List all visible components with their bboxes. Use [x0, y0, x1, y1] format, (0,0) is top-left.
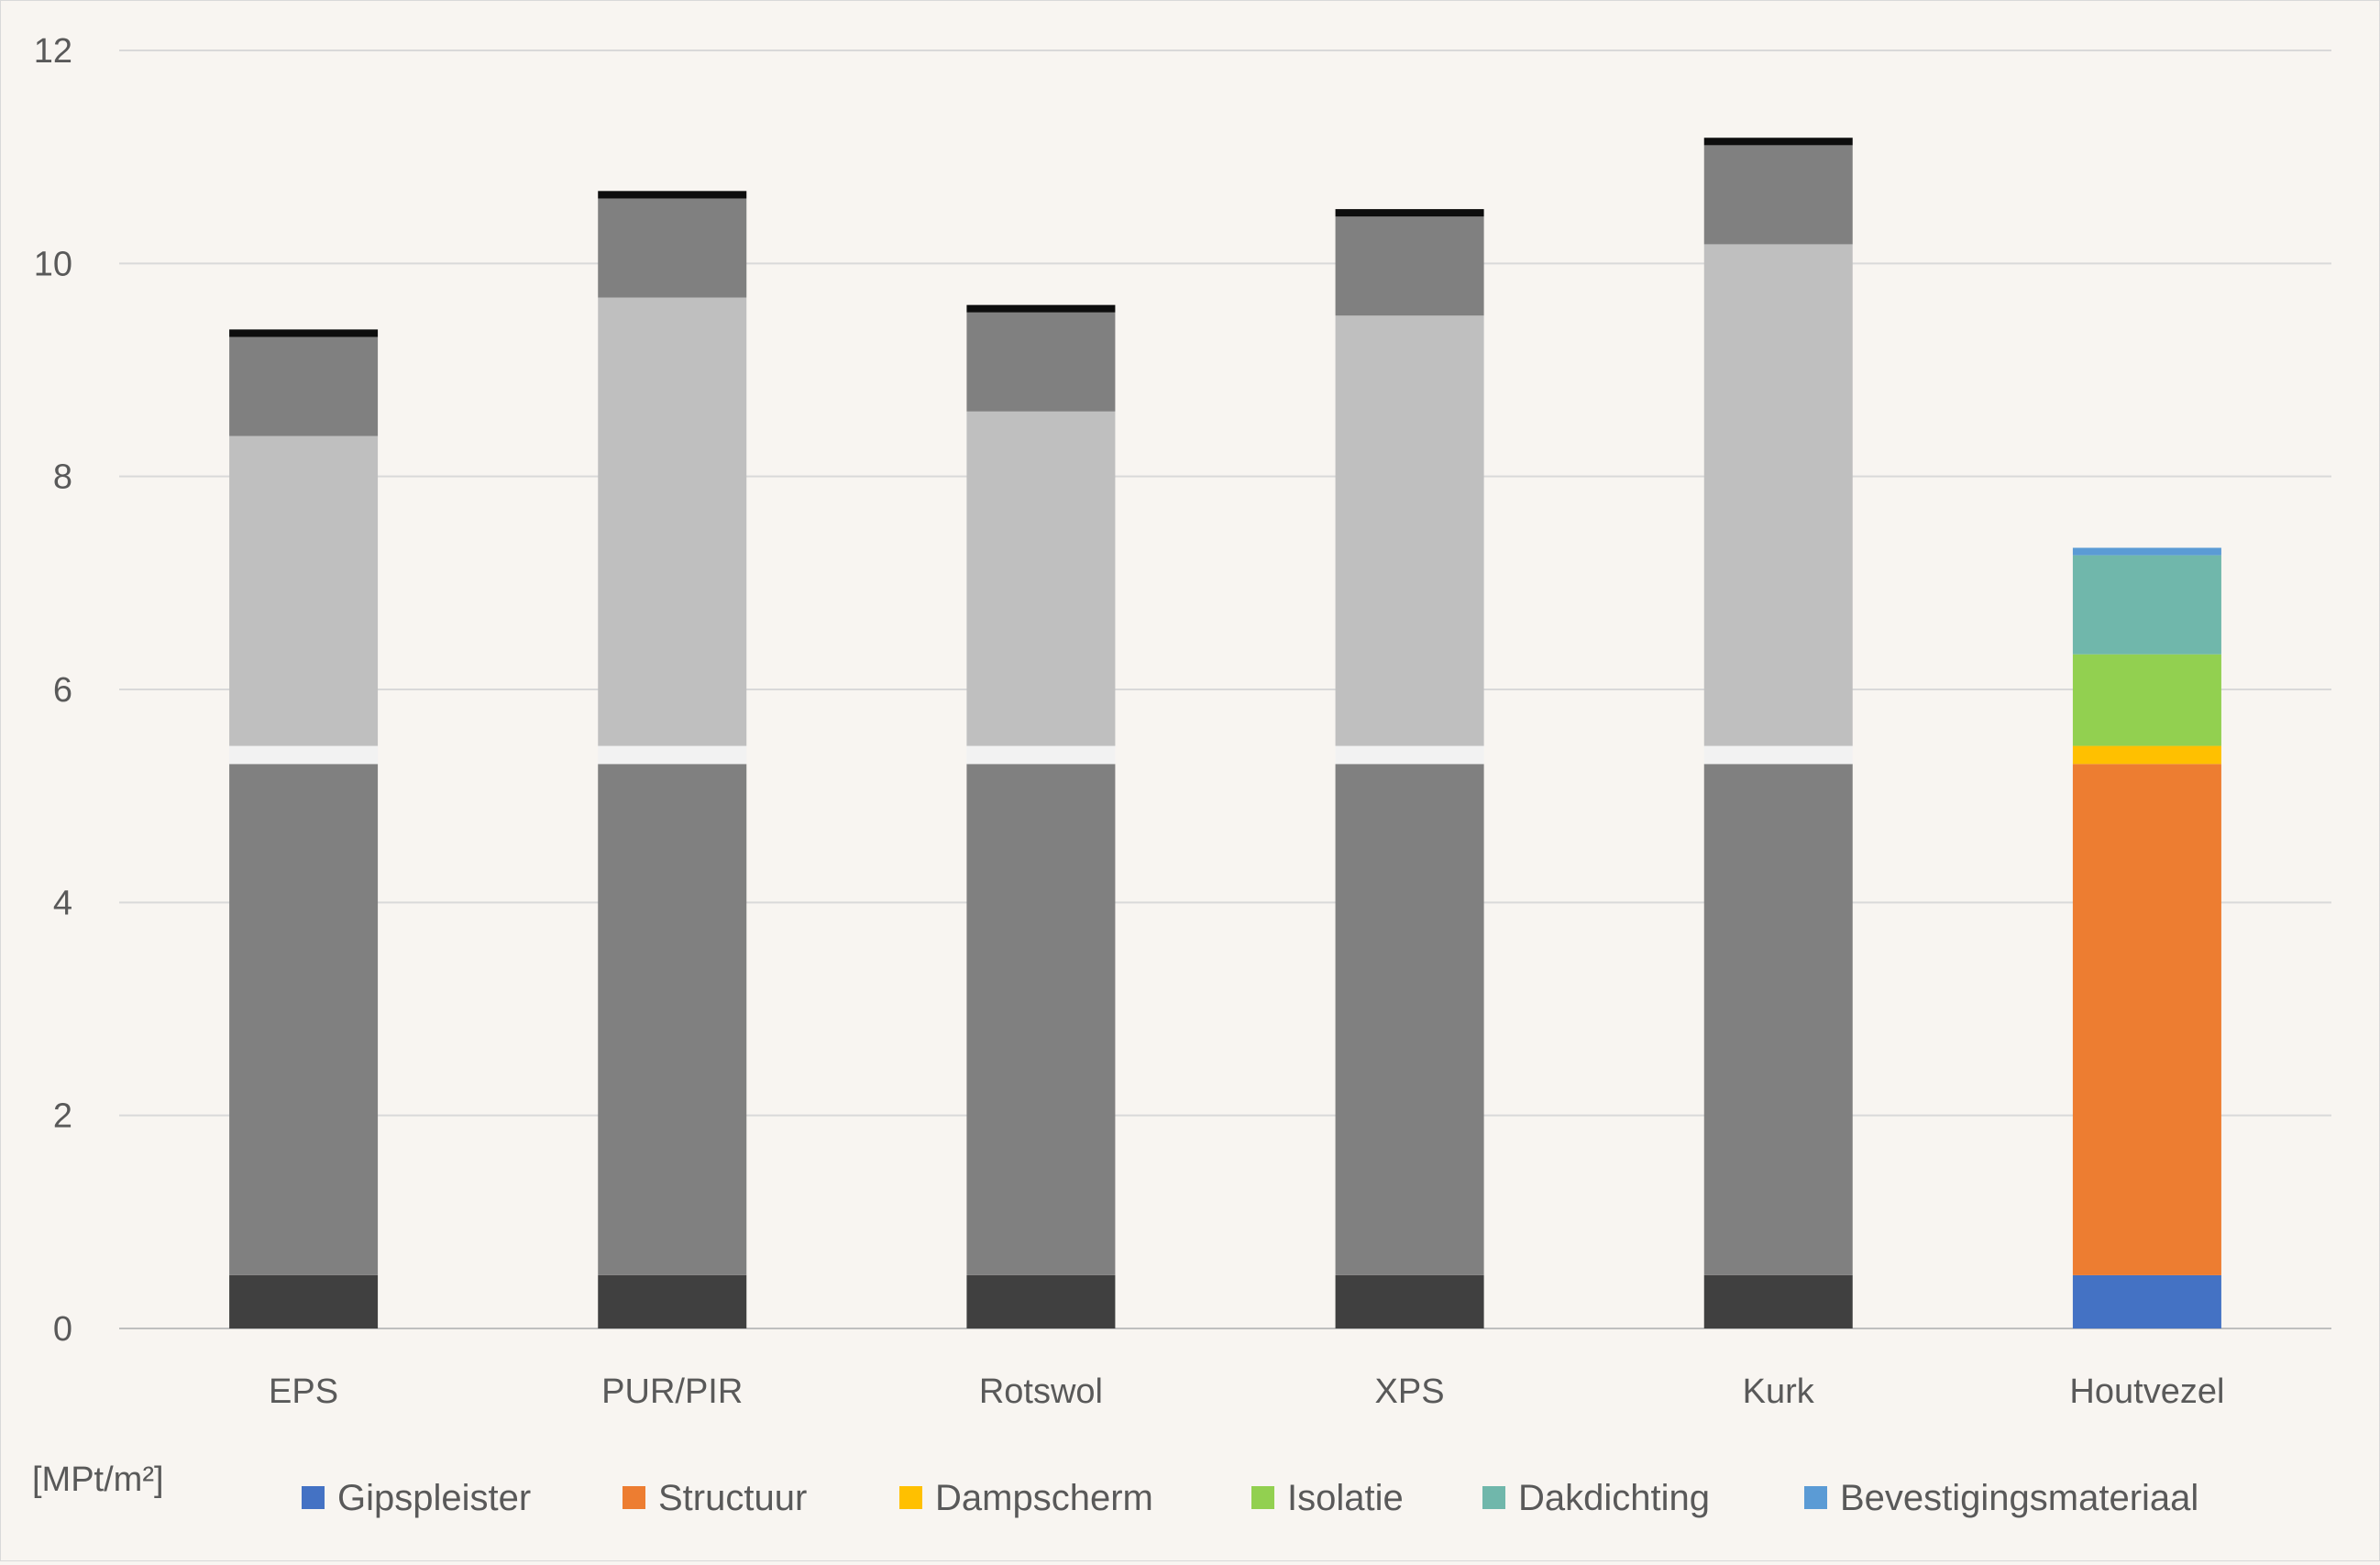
bar-segment-isolatie [2072, 654, 2221, 746]
bar-segment-dampscherm [598, 745, 747, 765]
bar-segment-dakdichting [2072, 555, 2221, 655]
bar-segment-structuur [1335, 764, 1484, 1275]
x-tick-label: Houtvezel [2069, 1372, 2224, 1411]
legend-label: Isolatie [1287, 1478, 1404, 1518]
bar-segment-bevestigingsmateriaal [1335, 209, 1484, 217]
bar-segment-bevestigingsmateriaal [2072, 547, 2221, 556]
bar-segment-isolatie [1703, 244, 1853, 746]
bar-segment-gipspleister [229, 1274, 379, 1328]
bar-segment-dampscherm [2072, 745, 2221, 765]
y-tick-label: 2 [53, 1097, 72, 1136]
bar-segment-structuur [598, 764, 747, 1275]
legend-swatch [1251, 1486, 1274, 1509]
legend-swatch [1482, 1486, 1505, 1509]
legend-label: Dakdichting [1518, 1478, 1710, 1518]
y-tick-label: 10 [34, 245, 72, 283]
bar-segment-dakdichting [598, 198, 747, 298]
legend-label: Structuur [658, 1478, 807, 1518]
legend-label: Dampscherm [935, 1478, 1153, 1518]
legend-item: Gipspleister [302, 1478, 531, 1518]
x-tick-label: EPS [269, 1372, 338, 1411]
y-tick-label: 0 [53, 1310, 72, 1349]
bar-segment-bevestigingsmateriaal [966, 304, 1116, 313]
bar-segment-gipspleister [1335, 1274, 1484, 1328]
bar-segment-isolatie [966, 411, 1116, 746]
bar-segment-dakdichting [229, 336, 379, 436]
legend-swatch [899, 1486, 922, 1509]
bar-segment-dakdichting [1335, 216, 1484, 316]
bar-segment-dampscherm [966, 745, 1116, 765]
bar-segment-bevestigingsmateriaal [1703, 138, 1853, 146]
bar-segment-structuur [966, 764, 1116, 1275]
bar-segment-dampscherm [1703, 745, 1853, 765]
legend-label: Bevestigingsmateriaal [1840, 1478, 2198, 1518]
y-tick-label: 8 [53, 458, 72, 497]
bar-segment-dakdichting [1703, 145, 1853, 245]
bar-segment-dampscherm [1335, 745, 1484, 765]
legend-swatch [623, 1486, 645, 1509]
bar-segment-dakdichting [966, 312, 1116, 412]
bar-segment-gipspleister [966, 1274, 1116, 1328]
x-tick-label: Rotswol [979, 1372, 1103, 1411]
x-tick-label: PUR/PIR [601, 1372, 743, 1411]
y-axis-unit-label: [MPt/m²] [32, 1460, 164, 1499]
legend-item: Bevestigingsmateriaal [1804, 1478, 2198, 1518]
bar-segment-bevestigingsmateriaal [229, 329, 379, 337]
bar-segment-structuur [229, 764, 379, 1275]
bar-segment-isolatie [229, 435, 379, 746]
bar-segment-structuur [1703, 764, 1853, 1275]
y-tick-label: 6 [53, 671, 72, 710]
y-tick-label: 12 [34, 32, 72, 71]
legend-item: Dakdichting [1482, 1478, 1710, 1518]
bar-segment-isolatie [598, 297, 747, 746]
bar-segment-gipspleister [1703, 1274, 1853, 1328]
legend-item: Structuur [623, 1478, 807, 1518]
bar-segment-dampscherm [229, 745, 379, 765]
bar-segment-structuur [2072, 764, 2221, 1275]
bar-segment-gipspleister [2072, 1274, 2221, 1328]
legend-swatch [302, 1486, 325, 1509]
bar-segment-isolatie [1335, 315, 1484, 746]
x-tick-label: XPS [1375, 1372, 1445, 1411]
bar-segment-bevestigingsmateriaal [598, 191, 747, 199]
legend-item: Dampscherm [899, 1478, 1153, 1518]
legend-label: Gipspleister [337, 1478, 531, 1518]
legend-swatch [1804, 1486, 1827, 1509]
x-tick-label: Kurk [1743, 1372, 1815, 1411]
legend-item: Isolatie [1251, 1478, 1404, 1518]
y-tick-label: 4 [53, 884, 72, 922]
bar-segment-gipspleister [598, 1274, 747, 1328]
